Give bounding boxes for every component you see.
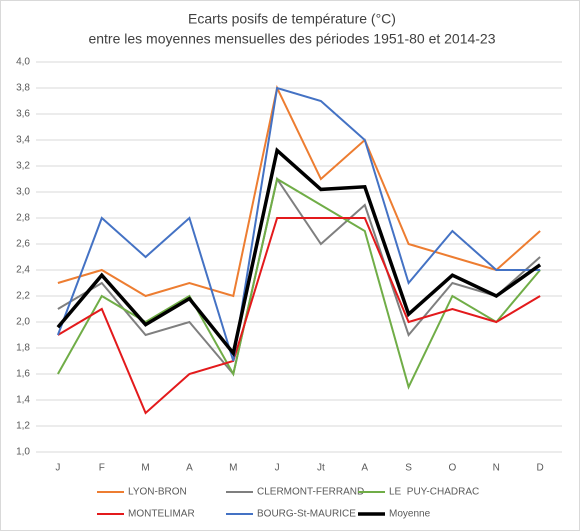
y-tick-label: 3,4	[16, 135, 30, 146]
x-tick-label: S	[405, 463, 412, 474]
series-line	[57, 176, 541, 377]
y-tick-label: 2,2	[16, 291, 30, 302]
x-tick-label: N	[493, 463, 500, 474]
x-tick-label: M	[141, 463, 149, 474]
legend-label: MONTELIMAR	[128, 509, 195, 520]
x-tick-label: F	[99, 463, 105, 474]
series-line	[57, 217, 541, 415]
legend-label: LYON-BRON	[128, 487, 187, 498]
y-tick-label: 2,4	[16, 265, 30, 276]
x-tick-label: Jt	[317, 463, 325, 474]
y-tick-label: 1,4	[16, 395, 30, 406]
series-line	[57, 84, 541, 298]
y-tick-label: 2,0	[16, 317, 30, 328]
y-tick-label: 2,6	[16, 239, 30, 250]
x-tick-label: O	[449, 463, 457, 474]
x-tick-label: J	[275, 463, 280, 474]
chart-subtitle: entre les moyennes mensuelles des périod…	[88, 31, 495, 47]
legend-label: LE PUY-CHADRAC	[389, 487, 479, 498]
y-tick-label: 1,6	[16, 369, 30, 380]
chart-title: Ecarts posifs de température (°C)	[188, 11, 396, 27]
y-tick-label: 2,8	[16, 213, 30, 224]
x-tick-label: M	[229, 463, 237, 474]
x-tick-label: D	[536, 463, 543, 474]
legend-label: CLERMONT-FERRAND	[257, 487, 364, 498]
y-tick-label: 3,0	[16, 187, 30, 198]
x-tick-label: A	[361, 463, 368, 474]
y-tick-label: 3,6	[16, 109, 30, 120]
legend-label: Moyenne	[389, 509, 431, 520]
series-line	[56, 147, 542, 358]
x-tick-label: A	[186, 463, 193, 474]
y-tick-label: 1,0	[16, 447, 30, 458]
legend-label: BOURG-St-MAURICE	[257, 509, 356, 520]
y-tick-label: 3,2	[16, 161, 30, 172]
y-tick-label: 3,8	[16, 83, 30, 94]
y-tick-label: 4,0	[16, 57, 30, 68]
series-line	[56, 86, 541, 362]
x-tick-label: J	[55, 463, 60, 474]
y-tick-label: 1,2	[16, 421, 30, 432]
y-tick-label: 1,8	[16, 343, 30, 354]
